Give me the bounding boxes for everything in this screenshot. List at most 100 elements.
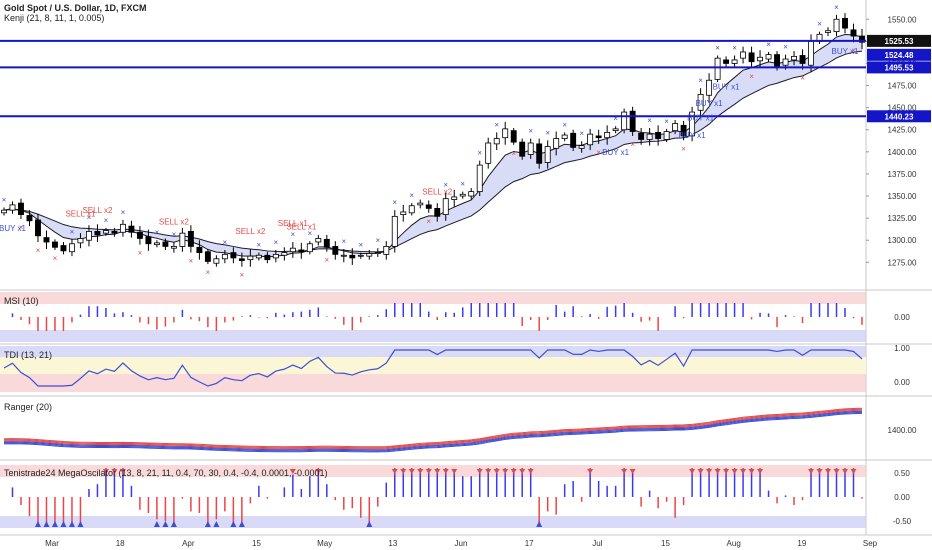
candle-body xyxy=(77,238,84,244)
candle-body xyxy=(621,111,628,131)
price-level-badge-label: 1525.53 xyxy=(885,37,914,46)
candle-body xyxy=(272,253,279,259)
oscillator-sell-arrow xyxy=(442,469,449,474)
signal-cross-marker: × xyxy=(715,43,720,52)
oscillator-sell-arrow xyxy=(833,469,840,474)
signal-cross-marker: × xyxy=(579,129,584,138)
candle-body xyxy=(791,55,797,61)
oscillator-buy-arrow xyxy=(213,521,220,527)
signal-cross-marker: × xyxy=(172,230,177,239)
candle-body xyxy=(170,246,177,249)
oscillator-sell-arrow xyxy=(587,469,594,474)
signal-cross-marker: × xyxy=(596,148,601,157)
signal-cross-marker: × xyxy=(155,228,160,237)
time-axis-label: Jun xyxy=(455,539,468,548)
candle-body xyxy=(383,246,390,255)
candle-body xyxy=(493,138,500,145)
signal-label-sell: SELL x1 xyxy=(278,219,308,228)
tdi-upper-zone xyxy=(0,346,866,357)
candle-body xyxy=(408,205,415,214)
ranger-line xyxy=(3,409,863,450)
price-tick-label: 1425.00 xyxy=(888,126,917,135)
msi-oversold-zone xyxy=(0,330,866,342)
time-axis-label: Sep xyxy=(863,539,878,548)
price-tick-label: 1450.00 xyxy=(888,104,917,113)
price-level-badge-label: 1440.23 xyxy=(885,112,914,121)
candle-body xyxy=(655,131,662,139)
signal-cross-marker: × xyxy=(409,191,414,200)
oscillator-sell-arrow xyxy=(748,469,755,474)
oscillator-sell-arrow xyxy=(697,469,704,474)
candle-body xyxy=(629,110,636,132)
oscillator-sell-arrow xyxy=(289,469,296,474)
price-level-badge xyxy=(867,110,931,123)
candle-body xyxy=(451,196,458,200)
ranger-pane-label: Ranger (20) xyxy=(4,402,53,412)
candle-body xyxy=(544,146,551,163)
signal-cross-marker: × xyxy=(426,217,431,226)
signal-label-buy: BUY x1 xyxy=(696,99,724,108)
oscillator-sell-arrow xyxy=(842,469,849,474)
candle-body xyxy=(638,132,645,140)
signal-cross-marker: × xyxy=(613,114,618,123)
candle-body xyxy=(153,242,160,246)
oscillator-buy-arrow xyxy=(238,521,245,527)
last-price-badge-label: 1524.48 xyxy=(885,51,914,60)
candle-body xyxy=(442,198,449,215)
candle-body xyxy=(145,236,152,245)
candle-body xyxy=(833,18,840,33)
price-tick-label: 1300.00 xyxy=(888,236,917,245)
candle-body xyxy=(391,215,398,247)
candle-body xyxy=(706,79,713,96)
ranger-line xyxy=(3,411,863,452)
time-axis-label: 18 xyxy=(116,539,125,548)
oscillator-overbought-zone xyxy=(0,465,866,477)
signal-cross-marker: × xyxy=(545,128,550,137)
oscillator-sell-arrow xyxy=(502,469,509,474)
oscillator-buy-arrow xyxy=(43,521,50,527)
chart-legend: Gold Spot / U.S. Dollar, 1D, FXCM Kenji … xyxy=(4,3,147,23)
candle-body xyxy=(52,241,58,248)
signal-cross-marker: × xyxy=(511,149,516,158)
signal-cross-marker: × xyxy=(817,20,822,29)
candle-body xyxy=(859,35,865,43)
oscillator-sell-arrow xyxy=(451,469,458,474)
price-tick-label: 1325.00 xyxy=(888,214,917,223)
candle-body xyxy=(765,54,772,60)
candle-body xyxy=(723,59,730,64)
ranger-line xyxy=(3,410,863,451)
candle-body xyxy=(187,230,194,247)
oscillator-oversold-zone xyxy=(0,516,866,528)
oscillator-sell-arrow xyxy=(102,469,109,474)
candle-body xyxy=(757,56,764,62)
signal-cross-marker: × xyxy=(206,268,211,277)
signal-cross-marker: × xyxy=(36,246,41,255)
oscillator-buy-arrow xyxy=(366,521,373,527)
candle-body xyxy=(561,134,568,139)
oscillator-buy-arrow xyxy=(60,521,67,527)
time-axis-label: May xyxy=(317,539,332,548)
ranger-line xyxy=(3,408,863,449)
candle-body xyxy=(595,135,602,139)
oscillator-sell-arrow xyxy=(391,469,398,474)
candle-body xyxy=(298,249,305,253)
candle-body xyxy=(612,128,619,132)
oscillator-sell-arrow xyxy=(400,469,407,474)
signal-cross-marker: × xyxy=(749,72,754,81)
signal-cross-marker: × xyxy=(375,236,380,245)
candle-body xyxy=(1,209,7,214)
candle-body xyxy=(213,258,220,264)
candle-body xyxy=(842,17,848,29)
oscillator-sell-arrow xyxy=(689,469,696,474)
signal-label-sell: SELL x1 xyxy=(65,209,95,218)
candle-body xyxy=(808,40,814,66)
signal-cross-marker: × xyxy=(189,257,194,266)
signal-cross-marker: × xyxy=(121,208,126,217)
candle-body xyxy=(502,128,509,139)
candle-body xyxy=(255,254,262,259)
signal-cross-marker: × xyxy=(290,230,295,239)
price-level-badge xyxy=(867,34,931,47)
oscillator-sell-arrow xyxy=(850,469,857,474)
oscillator-sell-arrow xyxy=(757,469,764,474)
